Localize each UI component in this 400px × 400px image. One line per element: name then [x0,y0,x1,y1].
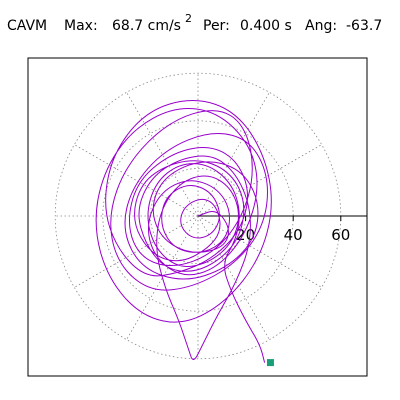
station-code: CAVM [7,18,48,34]
peak-marker [266,359,274,367]
angle-value: -63.7 [346,18,383,34]
header-bar: CAVM Max: 68.7 cm/s 2 Per: 0.400 s Ang: … [0,0,400,44]
tick-label-60: 60 [331,226,350,244]
period-value: 0.400 s [240,18,292,34]
grid-spoke-30 [197,144,322,217]
orbit-trace [95,100,272,363]
peak-marker-group [266,359,274,367]
max-label: Max: [64,18,98,34]
period-label: Per: [203,18,230,34]
radial-axis: 20 40 60 [198,215,367,244]
tick-label-40: 40 [284,226,303,244]
max-unit-exponent: 2 [185,12,192,25]
plot-frame [27,57,368,377]
max-value: 68.7 cm/s [112,18,181,34]
angle-label: Ang: [305,18,338,34]
orbit-trace-group [95,100,272,363]
